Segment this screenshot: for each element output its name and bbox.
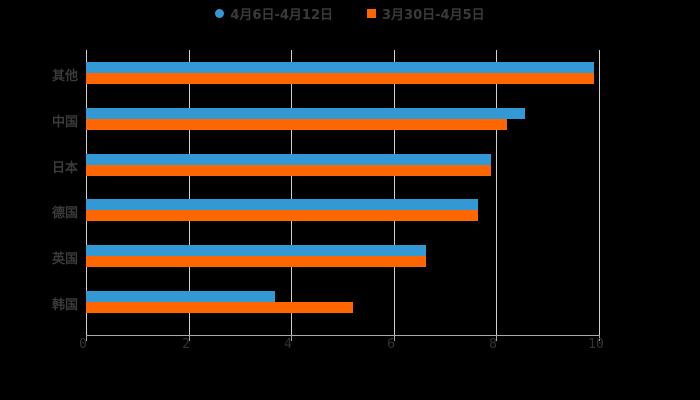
- legend-item-series-1[interactable]: 4月6日-4月12日: [215, 4, 333, 23]
- x-tick: [394, 335, 395, 341]
- bar-series-2[interactable]: [86, 73, 594, 84]
- x-tick-label: 0: [79, 337, 87, 352]
- x-tick-label: 6: [387, 337, 395, 352]
- bar-series-1[interactable]: [86, 62, 594, 73]
- y-category-label: 中国: [51, 114, 78, 130]
- legend-label-series-2: 3月30日-4月5日: [382, 7, 485, 23]
- gridline: [86, 50, 87, 335]
- x-tick: [599, 335, 600, 341]
- legend-label-series-1: 4月6日-4月12日: [230, 7, 333, 23]
- y-category-label: 英国: [51, 252, 78, 268]
- bar-series-1[interactable]: [86, 245, 427, 257]
- x-tick: [496, 335, 497, 341]
- gridline: [496, 50, 497, 335]
- bar-series-2[interactable]: [86, 210, 479, 222]
- legend-item-series-2[interactable]: 3月30日-4月5日: [367, 4, 485, 23]
- bar-series-2[interactable]: [86, 118, 507, 130]
- y-category-label: 德国: [51, 206, 78, 222]
- bar-series-1[interactable]: [86, 291, 275, 302]
- y-category-label: 其他: [51, 69, 78, 84]
- chart-legend: 4月6日-4月12日 3月30日-4月5日: [0, 4, 700, 23]
- bar-series-2[interactable]: [86, 164, 492, 176]
- y-category-label: 日本: [51, 160, 78, 176]
- gridline: [394, 50, 395, 335]
- square-icon: [367, 8, 376, 18]
- bar-series-1[interactable]: [86, 107, 525, 119]
- x-tick-label: 10: [588, 337, 604, 352]
- x-tick-label: 8: [489, 337, 497, 352]
- gridline: [291, 50, 292, 335]
- x-tick: [86, 335, 87, 341]
- bar-series-2[interactable]: [86, 302, 353, 313]
- x-tick: [189, 335, 190, 341]
- bar-series-1[interactable]: [86, 199, 479, 211]
- x-tick-label: 4: [284, 337, 292, 352]
- bar-series-1[interactable]: [86, 153, 492, 165]
- gridline: [599, 50, 600, 335]
- y-category-label: 韩国: [51, 298, 78, 313]
- gridline: [189, 50, 190, 335]
- bar-series-2[interactable]: [86, 256, 427, 268]
- x-axis-line: [86, 335, 599, 336]
- x-tick: [291, 335, 292, 341]
- circle-icon: [215, 8, 225, 18]
- x-tick-label: 2: [182, 337, 190, 352]
